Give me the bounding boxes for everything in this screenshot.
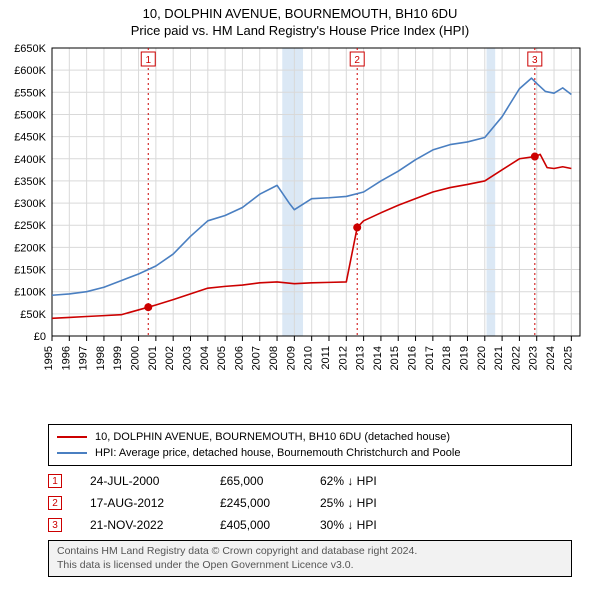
- chart-titles: 10, DOLPHIN AVENUE, BOURNEMOUTH, BH10 6D…: [0, 0, 600, 38]
- svg-text:3: 3: [532, 55, 538, 66]
- svg-text:2005: 2005: [216, 346, 228, 370]
- svg-text:£450K: £450K: [14, 132, 46, 144]
- svg-text:1997: 1997: [78, 346, 90, 370]
- svg-text:2007: 2007: [251, 346, 263, 370]
- sale-price: £245,000: [220, 496, 320, 510]
- svg-text:2002: 2002: [164, 346, 176, 370]
- chart-svg: £0 £50K £100K £150K £200K £250K £300K £350K £400…: [0, 38, 600, 418]
- svg-text:£500K: £500K: [14, 109, 46, 121]
- svg-text:2023: 2023: [528, 346, 540, 370]
- svg-text:1999: 1999: [112, 346, 124, 370]
- legend-label: 10, DOLPHIN AVENUE, BOURNEMOUTH, BH10 6D…: [95, 431, 450, 443]
- svg-text:2013: 2013: [355, 346, 367, 370]
- svg-text:£50K: £50K: [20, 309, 46, 321]
- sale-marker: 3: [48, 518, 62, 532]
- legend: 10, DOLPHIN AVENUE, BOURNEMOUTH, BH10 6D…: [48, 424, 572, 466]
- svg-text:2025: 2025: [562, 346, 574, 370]
- legend-row: 10, DOLPHIN AVENUE, BOURNEMOUTH, BH10 6D…: [57, 429, 563, 445]
- sales-table: 1 24-JUL-2000£65,00062% ↓ HPI 2 17-AUG-2012…: [48, 470, 572, 536]
- sale-row: 1 24-JUL-2000£65,00062% ↓ HPI: [48, 470, 572, 492]
- svg-text:£100K: £100K: [14, 287, 46, 299]
- chart-plot: £0 £50K £100K £150K £200K £250K £300K £350K £400…: [0, 38, 600, 418]
- svg-text:2: 2: [354, 55, 360, 66]
- sale-marker: 1: [48, 474, 62, 488]
- svg-text:2012: 2012: [337, 346, 349, 370]
- sale-marker: 2: [48, 496, 62, 510]
- svg-text:£0: £0: [34, 331, 46, 343]
- svg-text:2009: 2009: [285, 346, 297, 370]
- svg-text:2020: 2020: [476, 346, 488, 370]
- svg-text:2010: 2010: [303, 346, 315, 370]
- svg-text:1995: 1995: [43, 346, 55, 370]
- svg-text:£150K: £150K: [14, 265, 46, 277]
- svg-text:2022: 2022: [510, 346, 522, 370]
- svg-text:£650K: £650K: [14, 43, 46, 55]
- legend-row: HPI: Average price, detached house, Bour…: [57, 445, 563, 461]
- svg-text:2015: 2015: [389, 346, 401, 370]
- svg-text:£600K: £600K: [14, 65, 46, 77]
- svg-text:2018: 2018: [441, 346, 453, 370]
- svg-text:2011: 2011: [320, 346, 332, 370]
- svg-text:2024: 2024: [545, 346, 557, 370]
- svg-text:2003: 2003: [181, 346, 193, 370]
- legend-swatch: [57, 436, 87, 438]
- svg-text:2021: 2021: [493, 346, 505, 370]
- svg-text:2004: 2004: [199, 346, 211, 370]
- legend-label: HPI: Average price, detached house, Bour…: [95, 447, 460, 459]
- sale-diff: 25% ↓ HPI: [320, 496, 410, 510]
- svg-text:£250K: £250K: [14, 220, 46, 232]
- svg-text:2014: 2014: [372, 346, 384, 370]
- footer-line2: This data is licensed under the Open Gov…: [57, 559, 563, 573]
- sale-diff: 30% ↓ HPI: [320, 518, 410, 532]
- chart-container: 10, DOLPHIN AVENUE, BOURNEMOUTH, BH10 6D…: [0, 0, 600, 577]
- svg-text:2016: 2016: [407, 346, 419, 370]
- sale-date: 24-JUL-2000: [90, 474, 220, 488]
- title-subtitle: Price paid vs. HM Land Registry's House …: [0, 23, 600, 38]
- svg-text:1998: 1998: [95, 346, 107, 370]
- svg-text:2000: 2000: [130, 346, 142, 370]
- svg-text:£350K: £350K: [14, 176, 46, 188]
- sale-price: £405,000: [220, 518, 320, 532]
- sale-row: 2 17-AUG-2012£245,00025% ↓ HPI: [48, 492, 572, 514]
- sale-diff: 62% ↓ HPI: [320, 474, 410, 488]
- svg-text:2001: 2001: [147, 346, 159, 370]
- svg-text:£400K: £400K: [14, 154, 46, 166]
- svg-text:£300K: £300K: [14, 198, 46, 210]
- svg-text:£550K: £550K: [14, 87, 46, 99]
- svg-text:£200K: £200K: [14, 242, 46, 254]
- svg-text:2008: 2008: [268, 346, 280, 370]
- sale-row: 3 21-NOV-2022£405,00030% ↓ HPI: [48, 514, 572, 536]
- svg-text:2006: 2006: [233, 346, 245, 370]
- footer-line1: Contains HM Land Registry data © Crown c…: [57, 545, 563, 559]
- svg-text:1996: 1996: [60, 346, 72, 370]
- sale-date: 21-NOV-2022: [90, 518, 220, 532]
- title-address: 10, DOLPHIN AVENUE, BOURNEMOUTH, BH10 6D…: [0, 6, 600, 21]
- svg-text:2017: 2017: [424, 346, 436, 370]
- sale-price: £65,000: [220, 474, 320, 488]
- svg-text:2019: 2019: [458, 346, 470, 370]
- legend-swatch: [57, 452, 87, 454]
- footer-attribution: Contains HM Land Registry data © Crown c…: [48, 540, 572, 577]
- sale-date: 17-AUG-2012: [90, 496, 220, 510]
- svg-text:1: 1: [145, 55, 151, 66]
